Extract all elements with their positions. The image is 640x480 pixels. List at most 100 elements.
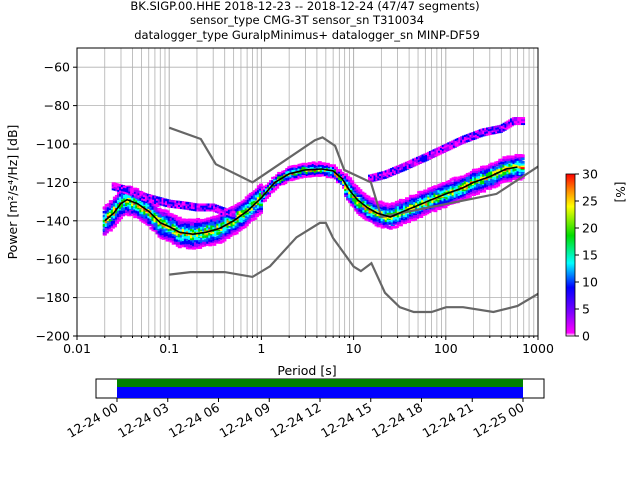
density-cell: [506, 126, 511, 129]
x-tick-label: 0.1: [159, 341, 179, 356]
density-cell: [131, 197, 136, 201]
density-cell: [486, 179, 491, 182]
density-cell: [222, 227, 227, 230]
density-cell: [252, 196, 257, 200]
density-cell: [475, 176, 480, 179]
density-cell: [110, 217, 115, 220]
density-cell: [360, 197, 365, 201]
density-cell: [520, 171, 525, 174]
density-cell: [512, 159, 517, 163]
density-cell: [514, 155, 519, 159]
density-cell: [457, 193, 462, 196]
density-cell: [441, 181, 446, 185]
timeline-tick-label: 12-24 00: [64, 400, 120, 441]
density-cell: [295, 168, 300, 171]
density-cell: [163, 222, 168, 226]
density-cell: [121, 193, 126, 197]
density-cell: [521, 117, 526, 120]
density-cell: [518, 167, 523, 171]
density-cell: [366, 208, 371, 211]
density-cell: [226, 236, 231, 239]
density-cell: [459, 175, 464, 179]
density-cell: [169, 234, 174, 237]
density-cell: [104, 227, 109, 231]
density-cell: [254, 197, 259, 201]
density-cell: [380, 222, 385, 226]
density-cell: [504, 177, 509, 181]
density-cell: [301, 164, 306, 168]
density-cell: [167, 234, 172, 238]
density-cell: [423, 191, 428, 195]
density-cell: [299, 171, 304, 174]
density-cell: [480, 185, 485, 189]
density-cell: [256, 196, 261, 200]
density-cell: [407, 220, 412, 224]
density-cell: [218, 241, 223, 244]
density-cell: [244, 199, 249, 203]
density-cell: [185, 243, 190, 247]
density-cell: [415, 194, 420, 197]
density-cell: [155, 220, 160, 223]
density-cell: [163, 228, 168, 232]
density-cell: [421, 213, 426, 216]
density-cell: [222, 230, 227, 234]
density-cell: [504, 158, 509, 162]
density-cell: [222, 228, 227, 232]
density-cell: [187, 241, 192, 244]
density-cell: [471, 174, 476, 177]
density-cell: [196, 229, 201, 233]
density-cell: [194, 244, 199, 247]
density-cell: [293, 175, 298, 179]
density-cell: [297, 173, 302, 176]
density-cell: [360, 204, 365, 208]
density-cell: [364, 202, 369, 206]
density-cell: [321, 171, 326, 175]
density-cell: [311, 171, 316, 175]
density-cell: [216, 224, 221, 228]
density-cell: [435, 200, 440, 204]
density-cell: [325, 164, 330, 167]
density-cell: [484, 167, 489, 171]
density-cell: [224, 232, 229, 236]
density-cell: [404, 201, 409, 205]
density-cell: [189, 221, 194, 224]
y-axis-ticks: −200−180−160−140−120−100−80−60: [36, 60, 77, 344]
density-cell: [390, 218, 395, 222]
density-cell: [244, 212, 249, 215]
density-cell: [484, 173, 489, 176]
density-cell: [151, 207, 156, 210]
density-cell: [459, 184, 464, 187]
density-cell: [192, 218, 197, 222]
density-cell: [382, 225, 387, 229]
density-cell: [153, 212, 158, 216]
density-cell: [143, 200, 148, 204]
density-cell: [167, 220, 172, 224]
density-cell: [457, 182, 462, 185]
density-cell: [407, 201, 412, 204]
density-cell: [518, 162, 523, 165]
density-cell: [234, 223, 239, 226]
density-cell: [161, 223, 166, 227]
density-cell: [384, 211, 389, 214]
density-cell: [151, 224, 156, 228]
density-cell: [396, 214, 401, 218]
density-cell: [165, 233, 170, 237]
density-cell: [287, 173, 292, 177]
density-cell: [441, 205, 446, 209]
density-cell: [161, 226, 166, 229]
density-cell: [386, 204, 391, 207]
density-cell: [475, 168, 480, 171]
density-cell: [179, 232, 184, 236]
density-cell: [447, 190, 452, 193]
density-cell: [480, 171, 485, 174]
density-cell: [411, 197, 416, 201]
density-cell: [504, 162, 509, 165]
density-cell: [171, 214, 176, 218]
density-cell: [467, 172, 472, 176]
density-cell: [521, 122, 526, 126]
density-cell: [366, 203, 371, 206]
density-cell: [183, 220, 188, 224]
density-cell: [289, 167, 294, 171]
density-cell: [496, 181, 501, 185]
